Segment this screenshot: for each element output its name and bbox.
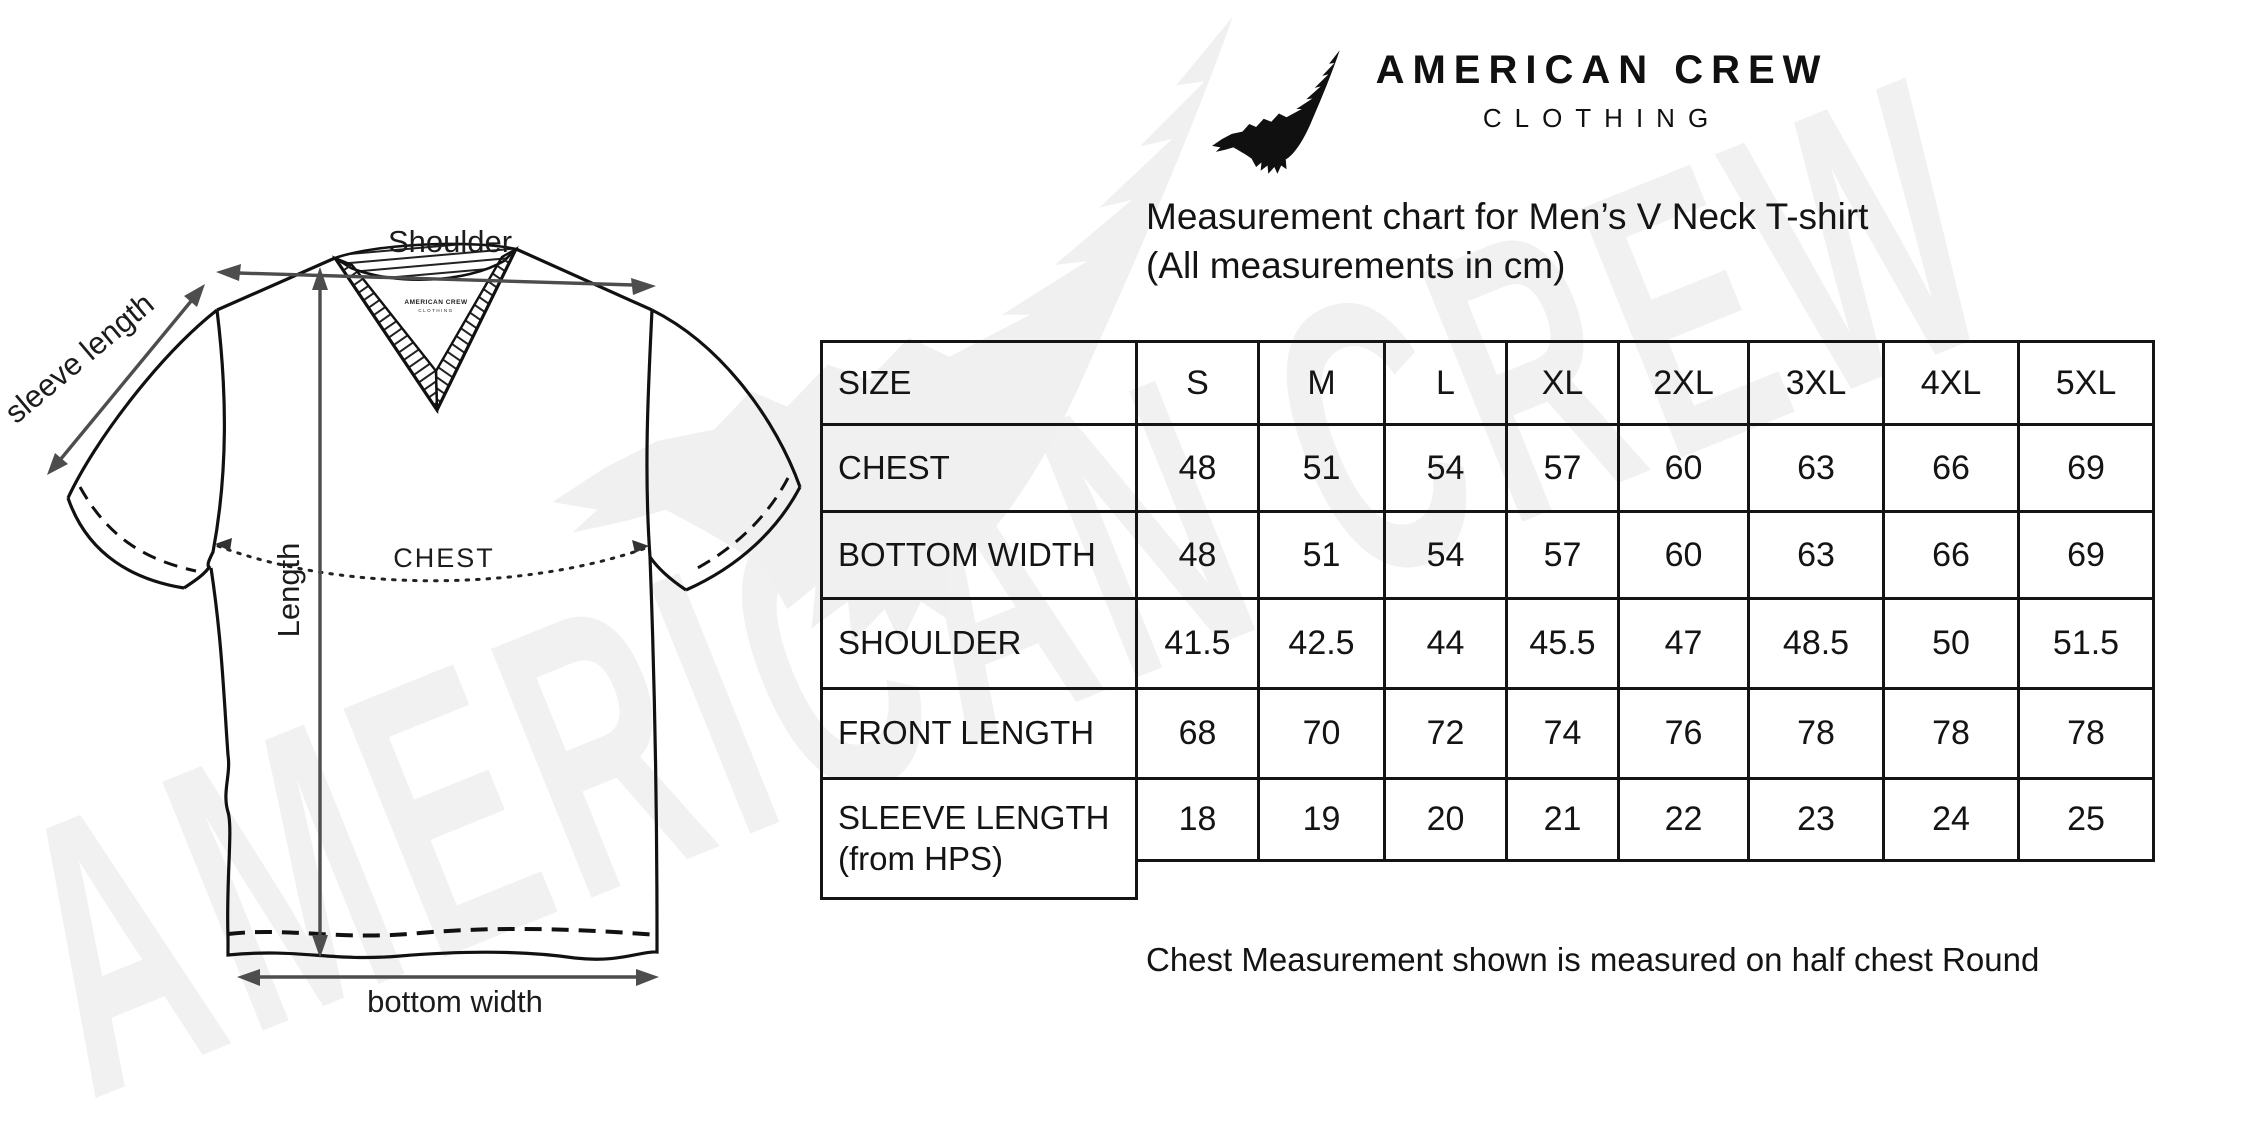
chart-subtitle: (All measurements in cm) xyxy=(1146,245,1566,286)
measurement-cell: 48 xyxy=(1138,513,1260,600)
row-label: SHOULDER xyxy=(820,600,1138,690)
size-col-header: XL xyxy=(1508,340,1620,426)
shoulder-seam-right xyxy=(515,247,653,312)
left-sleeve xyxy=(66,308,218,590)
collar-brand-sublabel: CLOTHING xyxy=(418,308,453,313)
measurement-cell: 23 xyxy=(1750,780,1885,862)
measurement-cell: 60 xyxy=(1620,513,1750,600)
row-label: FRONT LENGTH xyxy=(820,690,1138,780)
size-table: SIZE S M L XL 2XL 3XL 4XL 5XL CHEST 48 51 54 57 60 63 66… xyxy=(820,340,2155,900)
row-label: SLEEVE LENGTH (from HPS) xyxy=(820,780,1138,900)
brand-subtitle: CLOTHING xyxy=(1482,103,1722,133)
measurement-cell: 22 xyxy=(1620,780,1750,862)
chest-label: CHEST xyxy=(393,543,495,573)
size-col-header: M xyxy=(1260,340,1386,426)
measurement-cell: 18 xyxy=(1138,780,1260,862)
measurement-cell: 51 xyxy=(1260,426,1386,513)
length-arrow xyxy=(312,267,328,958)
measurement-cell: 19 xyxy=(1260,780,1386,862)
right-sleeve xyxy=(645,308,802,592)
measurement-cell: 21 xyxy=(1508,780,1620,862)
measurement-cell: 78 xyxy=(2020,690,2155,780)
tshirt-diagram: AMERICAN CREW CLOTHING xyxy=(0,224,802,1019)
measurement-cell: 20 xyxy=(1386,780,1508,862)
size-col-header: 3XL xyxy=(1750,340,1885,426)
measurement-cell: 76 xyxy=(1620,690,1750,780)
measurement-cell: 72 xyxy=(1386,690,1508,780)
measurement-cell: 63 xyxy=(1750,513,1885,600)
size-table-corner-header: SIZE xyxy=(820,340,1138,426)
measurement-cell: 41.5 xyxy=(1138,600,1260,690)
measurement-cell: 63 xyxy=(1750,426,1885,513)
measurement-cell: 57 xyxy=(1508,426,1620,513)
measurement-cell: 25 xyxy=(2020,780,2155,862)
sleeve-length-label: sleeve length xyxy=(0,286,160,430)
measurement-cell: 78 xyxy=(1885,690,2020,780)
vneck-collar xyxy=(331,242,519,415)
brand-block: AMERICAN CREW CLOTHING xyxy=(1352,48,1852,134)
measurement-cell: 24 xyxy=(1885,780,2020,862)
measurement-cell: 50 xyxy=(1885,600,2020,690)
measurement-cell: 54 xyxy=(1386,513,1508,600)
tshirt-body xyxy=(206,309,659,961)
size-col-header: L xyxy=(1386,340,1508,426)
measurement-cell: 48 xyxy=(1138,426,1260,513)
measurement-cell: 69 xyxy=(2020,426,2155,513)
bottom-width-label: bottom width xyxy=(367,984,543,1019)
size-col-header: 5XL xyxy=(2020,340,2155,426)
measurement-cell: 47 xyxy=(1620,600,1750,690)
measurement-cell: 68 xyxy=(1138,690,1260,780)
chart-title-block: Measurement chart for Men’s V Neck T-shi… xyxy=(1146,192,1868,290)
row-label: CHEST xyxy=(820,426,1138,513)
measurement-cell: 70 xyxy=(1260,690,1386,780)
measurement-cell: 48.5 xyxy=(1750,600,1885,690)
shoulder-arrow xyxy=(216,264,656,295)
measurement-cell: 66 xyxy=(1885,513,2020,600)
size-col-header: 2XL xyxy=(1620,340,1750,426)
chart-title: Measurement chart for Men’s V Neck T-shi… xyxy=(1146,196,1869,237)
brand-wordmark: AMERICAN CREW xyxy=(1375,48,1829,92)
note-text: Chest Measurement shown is measured on h… xyxy=(1146,941,2040,978)
measurement-cell: 69 xyxy=(2020,513,2155,600)
length-label: Length xyxy=(271,543,306,638)
collar-brand-label: AMERICAN CREW xyxy=(404,299,468,306)
shoulder-label: Shoulder xyxy=(388,224,512,259)
measurement-cell: 57 xyxy=(1508,513,1620,600)
sleeve-length-arrow xyxy=(47,284,205,475)
size-col-header: 4XL xyxy=(1885,340,2020,426)
brand-eagle-logo-icon xyxy=(1212,50,1340,174)
measurement-cell: 44 xyxy=(1386,600,1508,690)
measurement-cell: 42.5 xyxy=(1260,600,1386,690)
row-label: BOTTOM WIDTH xyxy=(820,513,1138,600)
bottom-width-arrow xyxy=(237,969,659,986)
measurement-cell: 51 xyxy=(1260,513,1386,600)
row-label-note: (from HPS) xyxy=(838,839,1003,877)
shoulder-seam-left xyxy=(216,256,336,312)
measurement-cell: 66 xyxy=(1885,426,2020,513)
measurement-cell: 60 xyxy=(1620,426,1750,513)
measurement-cell: 78 xyxy=(1750,690,1885,780)
measurement-cell: 54 xyxy=(1386,426,1508,513)
measurement-cell: 45.5 xyxy=(1508,600,1620,690)
measurement-cell: 74 xyxy=(1508,690,1620,780)
chest-line xyxy=(215,538,649,583)
size-col-header: S xyxy=(1138,340,1260,426)
measurement-cell: 51.5 xyxy=(2020,600,2155,690)
